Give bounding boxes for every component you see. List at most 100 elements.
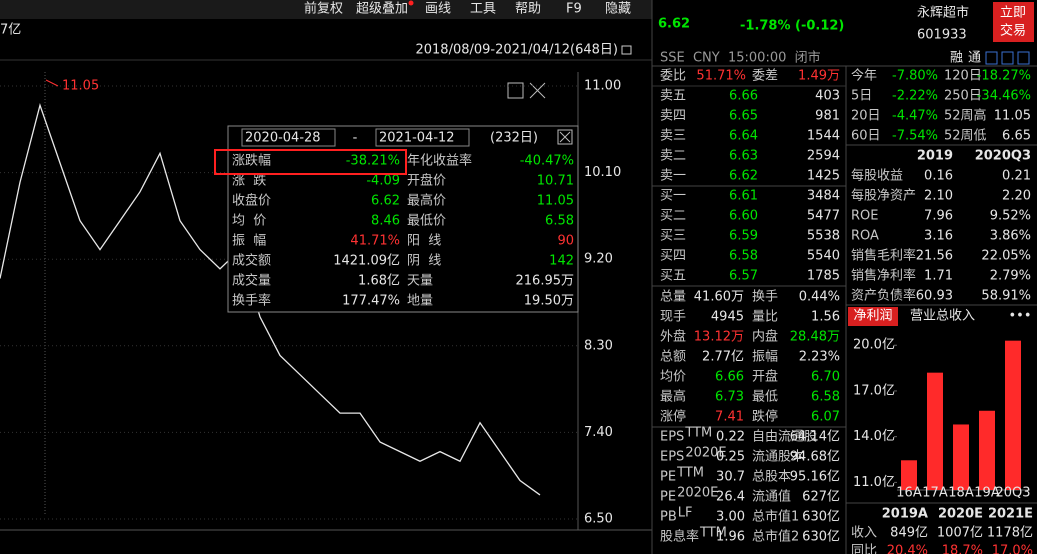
stat-value: 1.56 bbox=[811, 310, 840, 325]
label: 1.71 bbox=[924, 269, 953, 284]
metric-value: 3.00 bbox=[716, 510, 745, 525]
end-date[interactable]: 2021-04-12 bbox=[379, 131, 455, 146]
label: 内盘 bbox=[752, 329, 778, 345]
metric-label: PE bbox=[660, 470, 676, 485]
edit-icon[interactable] bbox=[985, 51, 998, 65]
active-tab[interactable] bbox=[848, 307, 898, 326]
lock-icon[interactable] bbox=[621, 45, 632, 55]
stat-value: 41.60万 bbox=[694, 290, 744, 305]
order-price: 6.59 bbox=[729, 229, 758, 244]
label: 5日 bbox=[851, 89, 872, 104]
stat-label: 天量 bbox=[407, 274, 433, 289]
label: 250日 bbox=[944, 89, 982, 104]
label: 20日 bbox=[851, 109, 881, 124]
order-volume: 5477 bbox=[807, 209, 840, 224]
metric-value: 630亿 bbox=[802, 530, 840, 545]
tag: 通 bbox=[968, 51, 981, 66]
label: 现手 bbox=[660, 310, 686, 325]
x-tick-label: 16A bbox=[896, 486, 922, 501]
menu-dot bbox=[408, 0, 414, 6]
stat-label: 成交量 bbox=[232, 273, 271, 289]
column-header: 2020Q3 bbox=[975, 149, 1031, 164]
stat-value: 1421.09亿 bbox=[333, 254, 400, 269]
y-tick-label: 6.50 bbox=[584, 512, 613, 527]
stat-label: 换手率 bbox=[232, 293, 271, 309]
label: 1.49万 bbox=[798, 69, 840, 84]
y-tick-label: 14.0亿 bbox=[853, 429, 895, 444]
label: 外盘 bbox=[660, 329, 686, 345]
stat-label: 最高价 bbox=[407, 193, 446, 209]
metric-superscript: TTM bbox=[684, 426, 712, 441]
label: 委比 bbox=[660, 69, 686, 84]
column-header: 2021E bbox=[988, 507, 1033, 522]
close-icon[interactable] bbox=[559, 131, 571, 143]
trade-button-text[interactable]: 立即 bbox=[1000, 6, 1026, 21]
label: 每股收益 bbox=[851, 168, 903, 184]
order-price: 6.62 bbox=[729, 169, 758, 184]
metric-label: EPS bbox=[660, 430, 684, 445]
order-volume: 403 bbox=[815, 89, 840, 104]
order-label: 卖四 bbox=[660, 109, 686, 124]
label: 2.79% bbox=[990, 269, 1031, 284]
label: 1007亿 bbox=[937, 526, 983, 541]
volume-label: 7亿 bbox=[0, 23, 21, 38]
more-button[interactable]: ••• bbox=[1008, 309, 1031, 324]
label: 3.86% bbox=[990, 229, 1031, 244]
tab[interactable]: 营业总收入 bbox=[910, 309, 975, 324]
label: 同比 bbox=[851, 544, 877, 554]
start-date[interactable]: 2020-04-28 bbox=[245, 131, 321, 146]
label: 2.10 bbox=[924, 189, 953, 204]
stat-value: 6.62 bbox=[371, 194, 400, 209]
menu-item[interactable]: 工具 bbox=[470, 2, 496, 17]
menu-item[interactable]: F9 bbox=[566, 2, 582, 17]
label: 60.93 bbox=[916, 289, 953, 304]
stat-value: 4945 bbox=[711, 310, 744, 325]
x-tick-label: 17A bbox=[922, 486, 948, 501]
label: 58.91% bbox=[981, 289, 1031, 304]
stat-value: -40.47% bbox=[520, 154, 574, 169]
metric-label: 总股本 bbox=[752, 470, 791, 485]
label: 6.65 bbox=[1002, 129, 1031, 144]
window-icon[interactable] bbox=[507, 82, 524, 99]
price-change: -1.78% (-0.12) bbox=[740, 19, 844, 34]
edit-icon[interactable] bbox=[1001, 51, 1014, 65]
label: 收入 bbox=[851, 526, 877, 541]
stat-value: 8.46 bbox=[371, 214, 400, 229]
y-tick-label: 20.0亿 bbox=[853, 338, 895, 353]
menu-item[interactable]: 前复权 bbox=[304, 1, 343, 17]
order-volume: 5538 bbox=[807, 229, 840, 244]
order-price: 6.64 bbox=[729, 129, 758, 144]
close-box[interactable] bbox=[557, 129, 573, 145]
label: -18.27% bbox=[977, 69, 1031, 84]
label: 最低 bbox=[752, 390, 778, 405]
label: 849亿 bbox=[890, 526, 928, 541]
metric-value: 26.4 bbox=[716, 490, 745, 505]
label: 今年 bbox=[851, 68, 877, 84]
menu-item[interactable]: 超级叠加 bbox=[356, 2, 408, 17]
order-label: 卖一 bbox=[660, 169, 686, 184]
label: 120日 bbox=[944, 69, 982, 84]
metric-value: 0.22 bbox=[716, 430, 745, 445]
order-label: 买三 bbox=[660, 229, 686, 244]
label: 最高 bbox=[660, 389, 686, 405]
stat-label: 成交额 bbox=[232, 253, 271, 269]
menu-item[interactable]: 隐藏 bbox=[605, 2, 631, 17]
stat-value: 41.71% bbox=[350, 234, 400, 249]
metric-value: 0.25 bbox=[716, 450, 745, 465]
edit-icon[interactable] bbox=[1017, 51, 1030, 65]
tab[interactable]: 净利润 bbox=[853, 309, 892, 324]
metric-label: 股息率 bbox=[660, 529, 699, 545]
order-label: 买一 bbox=[660, 189, 686, 204]
label: -7.54% bbox=[892, 129, 938, 144]
trade-button-text[interactable]: 交易 bbox=[1000, 23, 1026, 39]
label: -4.47% bbox=[892, 109, 938, 124]
menu-item[interactable]: 帮助 bbox=[515, 2, 541, 17]
stat-label: 地量 bbox=[407, 294, 433, 309]
label: 52周低 bbox=[944, 129, 987, 144]
stat-label: 均 价 bbox=[232, 214, 266, 229]
order-volume: 1544 bbox=[807, 129, 840, 144]
menu-item[interactable]: 画线 bbox=[425, 2, 451, 17]
label: 振幅 bbox=[752, 350, 778, 365]
trade-button[interactable] bbox=[993, 2, 1034, 42]
label: ROA bbox=[851, 229, 879, 244]
